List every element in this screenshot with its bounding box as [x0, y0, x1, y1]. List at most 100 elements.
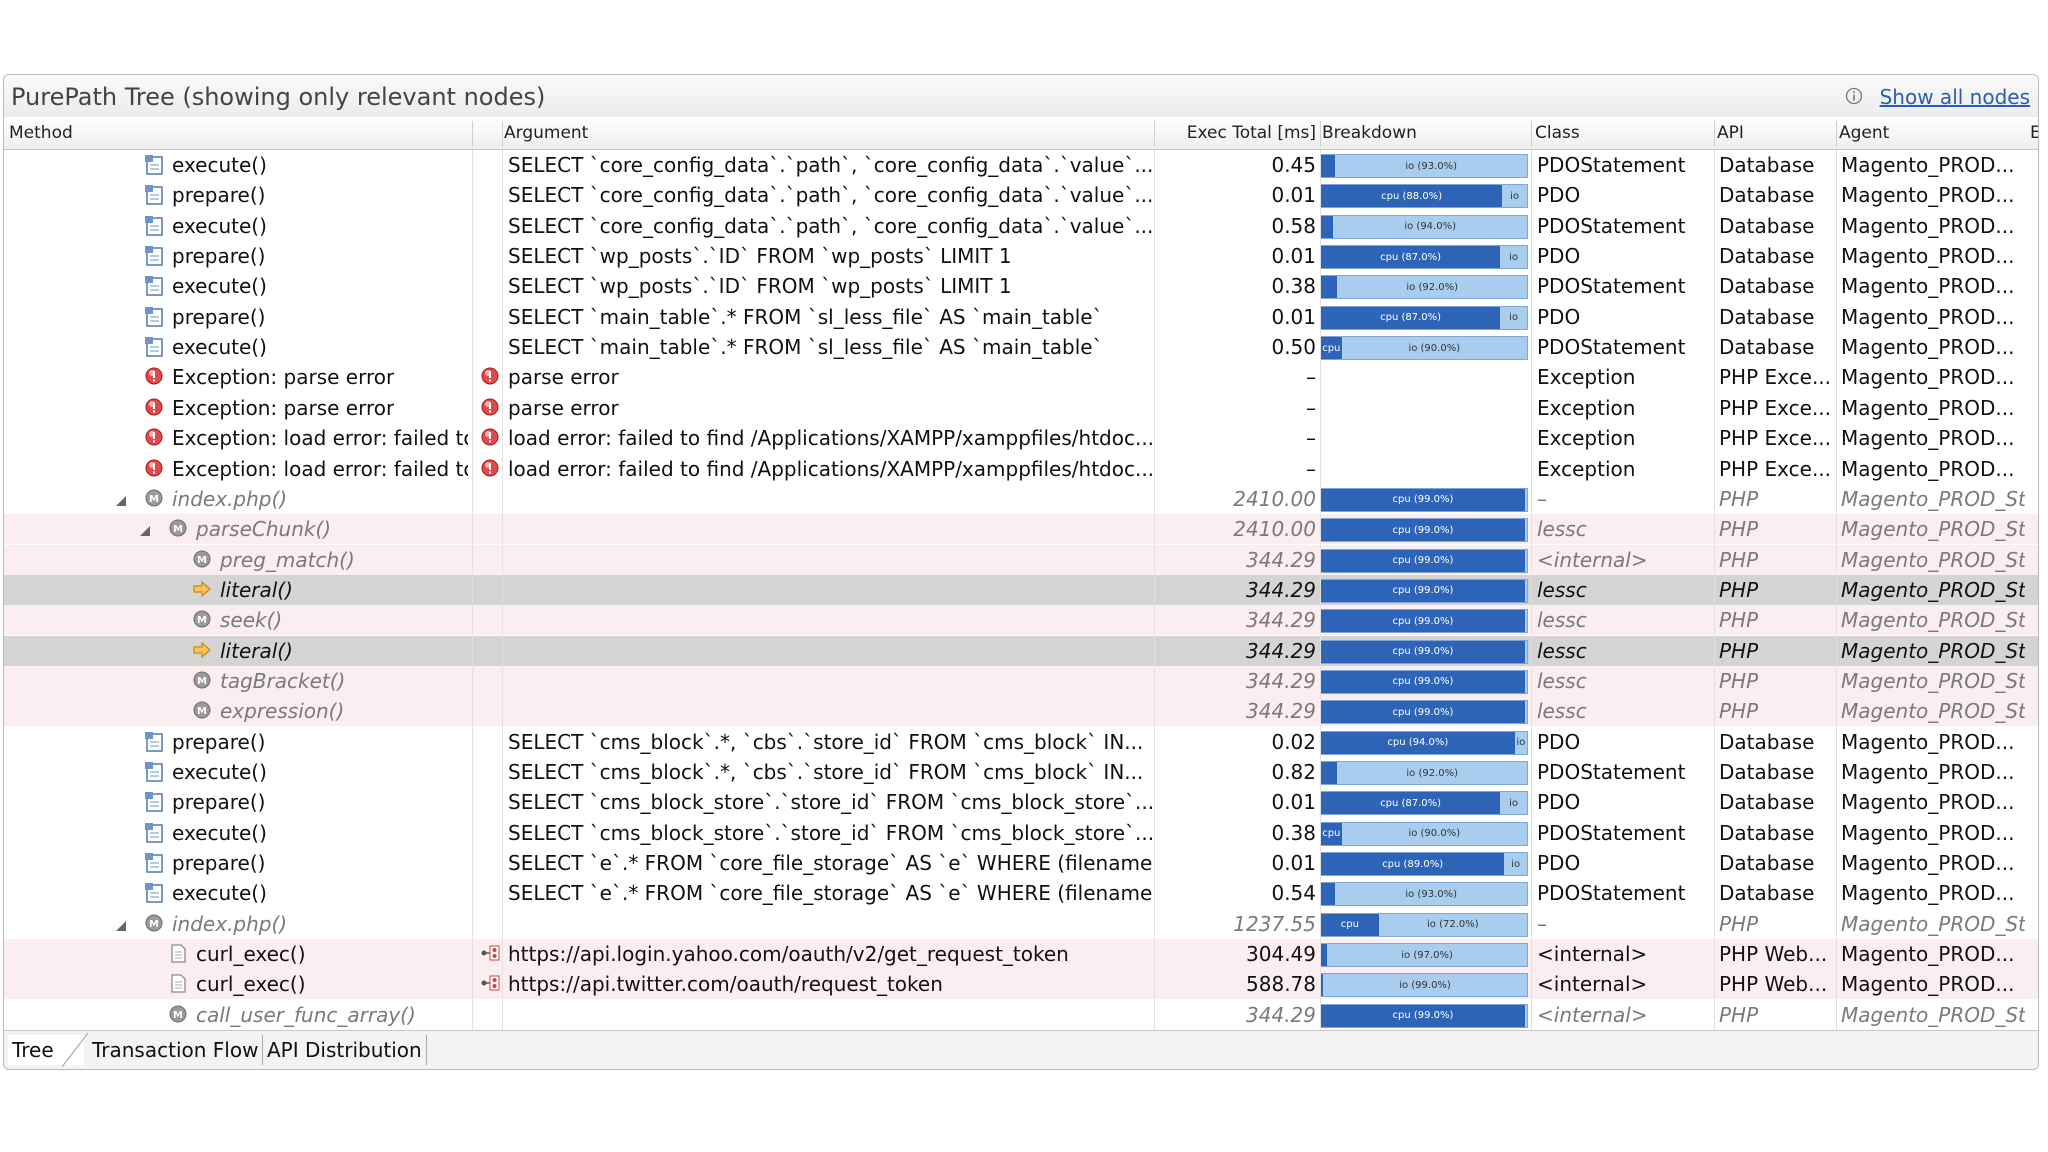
- tree-row[interactable]: execute() SELECT `cms_block_store`.`store…: [4, 818, 2038, 848]
- breakdown-label: io (90.0%): [1408, 828, 1461, 840]
- method-name: call_user_func_array(): [196, 1002, 416, 1027]
- argument-icon-graphic: [481, 975, 500, 991]
- breakdown-segment-io: io: [1500, 306, 1527, 329]
- argument: SELECT `cms_block`.*, `cbs`.`store_id` F…: [508, 760, 1144, 784]
- method-name: execute(): [172, 213, 267, 238]
- breakdown-label: cpu (99.0%): [1392, 615, 1454, 627]
- method-name: Exception: load error: failed to: [172, 426, 468, 451]
- class-name: PDOStatement: [1537, 881, 1686, 906]
- column-separator: [472, 121, 473, 147]
- argument: SELECT `cms_block_store`.`store_id` FROM…: [508, 790, 1152, 815]
- tree-row[interactable]: Exception: load error: failed to load err…: [4, 454, 2038, 484]
- node-icon: [144, 791, 166, 817]
- tree-row[interactable]: execute() SELECT `e`.* FROM `core_file_st…: [4, 878, 2038, 908]
- exec-total: –: [1306, 456, 1316, 481]
- method-name: expression(): [220, 699, 345, 724]
- exec-total: 304.49: [1246, 942, 1316, 967]
- node-icon-graphic: M: [193, 550, 211, 568]
- tree-row[interactable]: execute() SELECT `core_config_data`.`path…: [4, 211, 2038, 241]
- breakdown-label: io (92.0%): [1406, 281, 1459, 293]
- node-icon-graphic: [145, 853, 163, 873]
- breakdown-segment-cpu: cpu (89.0%): [1321, 853, 1505, 876]
- agent-name: Magento_PROD...: [1841, 729, 2015, 754]
- tab[interactable]: Transaction Flow: [88, 1035, 264, 1065]
- tree-row[interactable]: prepare() SELECT `main_table`.* FROM `sl_…: [4, 302, 2038, 332]
- tree-row[interactable]: prepare() SELECT `core_config_data`.`path…: [4, 180, 2038, 210]
- tree-row[interactable]: execute() SELECT `wp_posts`.`ID` FROM `wp…: [4, 271, 2038, 301]
- breakdown-segment-io: io (90.0%): [1341, 337, 1527, 360]
- breakdown-bar: io (99.0%): [1320, 973, 1528, 998]
- breakdown-segment-io: io (97.0%): [1327, 944, 1527, 967]
- breakdown-segment-cpu: cpu: [1321, 337, 1342, 360]
- method-name: seek(): [220, 608, 283, 633]
- node-icon-graphic: [145, 215, 163, 236]
- api-name: PHP: [1719, 699, 1759, 724]
- exec-total: 1237.55: [1233, 911, 1316, 936]
- exec-total: 0.82: [1271, 760, 1316, 784]
- class-name: PDOStatement: [1537, 153, 1686, 177]
- exec-total: 0.38: [1271, 274, 1316, 299]
- tree-row[interactable]: literal() 344.29 cpu (99.0%) lessc PHP Magent…: [4, 574, 2038, 605]
- column-grid-line: [1320, 150, 1321, 1030]
- breakdown-bar: io (97.0%): [1320, 943, 1528, 968]
- api-name: PHP: [1719, 486, 1759, 511]
- tree-row[interactable]: prepare() SELECT `cms_block`.*, `cbs`.`st…: [4, 727, 2038, 757]
- exec-total: 344.29: [1246, 668, 1316, 693]
- tree-row[interactable]: literal() 344.29 cpu (99.0%) lessc PHP Magent…: [4, 635, 2038, 666]
- exec-total: 0.38: [1271, 820, 1316, 845]
- argument: SELECT `wp_posts`.`ID` FROM `wp_posts` L…: [508, 274, 1012, 299]
- exec-total: 0.01: [1271, 851, 1316, 876]
- tree-row[interactable]: Exception: load error: failed to load err…: [4, 423, 2038, 453]
- node-icon-graphic: [193, 580, 211, 598]
- node-icon: M: [192, 549, 214, 575]
- column-header-class: Class: [1535, 123, 1580, 143]
- node-icon: [192, 579, 214, 605]
- tree-row[interactable]: prepare() SELECT `e`.* FROM `core_file_st…: [4, 848, 2038, 878]
- tree-row[interactable]: execute() SELECT `main_table`.* FROM `sl_…: [4, 332, 2038, 362]
- api-name: PHP Exce...: [1719, 395, 1832, 420]
- tab[interactable]: API Distribution: [263, 1035, 427, 1065]
- tree-row[interactable]: execute() SELECT `core_config_data`.`path…: [4, 150, 2038, 180]
- tree-row[interactable]: Exception: parse error parse error – Except…: [4, 362, 2038, 392]
- column-separator: [1320, 121, 1321, 147]
- breakdown-segment-io: [1524, 640, 1527, 663]
- breakdown-segment-cpu: cpu: [1321, 913, 1379, 936]
- show-all-nodes-link[interactable]: Show all nodes: [1879, 85, 2030, 109]
- node-icon-graphic: M: [193, 701, 211, 719]
- method-name: literal(): [220, 638, 293, 663]
- argument: SELECT `core_config_data`.`path`, `core_…: [508, 153, 1152, 177]
- node-icon: [144, 427, 166, 453]
- tree-row[interactable]: Exception: parse error parse error – Except…: [4, 393, 2038, 423]
- exec-total: 0.45: [1271, 153, 1316, 177]
- tree-row[interactable]: curl_exec() https://api.twitter.com/oauth…: [4, 969, 2038, 1000]
- tree-row[interactable]: prepare() SELECT `cms_block_store`.`store…: [4, 787, 2038, 817]
- tree-row[interactable]: execute() SELECT `cms_block`.*, `cbs`.`st…: [4, 757, 2038, 787]
- breakdown-segment-io: [1524, 610, 1527, 633]
- breakdown-bar: cpu (99.0%): [1320, 487, 1528, 512]
- exec-total: 0.58: [1271, 213, 1316, 238]
- method-name: prepare(): [172, 183, 266, 208]
- title-bar: PurePath Tree (showing only relevant nod…: [4, 75, 2038, 118]
- exec-total: 0.01: [1271, 244, 1316, 269]
- agent-name: Magento_PROD...: [1841, 395, 2015, 420]
- api-name: PHP Web...: [1719, 972, 1828, 997]
- tree-row[interactable]: curl_exec() https://api.login.yahoo.com/o…: [4, 939, 2038, 970]
- tab[interactable]: Tree: [8, 1035, 84, 1065]
- node-icon: M: [144, 913, 166, 939]
- breakdown-label: cpu (99.0%): [1392, 676, 1454, 688]
- column-grid-line: [1531, 150, 1532, 1030]
- column-header-method: Method: [9, 123, 73, 143]
- tree-row[interactable]: prepare() SELECT `wp_posts`.`ID` FROM `wp…: [4, 241, 2038, 271]
- agent-name: Magento_PROD...: [1841, 335, 2015, 360]
- breakdown-label: io: [1509, 251, 1519, 263]
- agent-name: Magento_PROD_St: [1841, 1002, 2025, 1027]
- method-name: Exception: load error: failed to: [172, 456, 468, 481]
